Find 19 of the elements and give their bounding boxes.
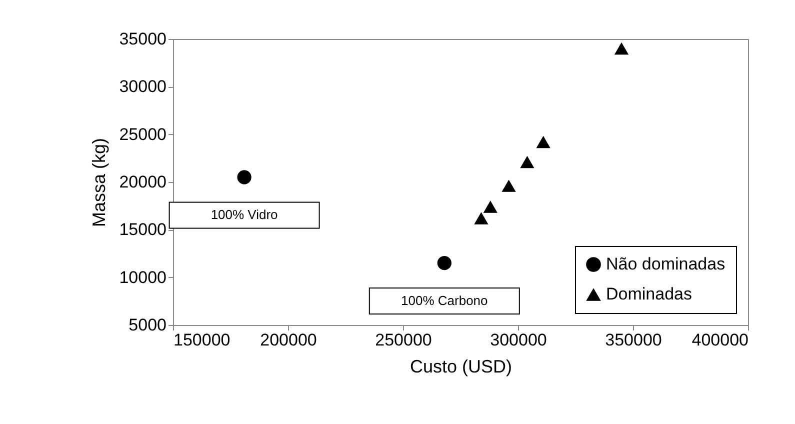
x-tick-label: 350000 bbox=[605, 330, 662, 350]
x-tick-label: 150000 bbox=[174, 330, 230, 350]
annotation: 100% Vidro bbox=[210, 207, 278, 222]
legend-label: Não dominadas bbox=[606, 254, 726, 274]
x-axis-title: Custo (USD) bbox=[410, 356, 512, 376]
annotation: 100% Carbono bbox=[401, 293, 488, 308]
x-tick-label: 400000 bbox=[692, 330, 748, 350]
legend-label: Dominadas bbox=[606, 284, 692, 304]
y-tick-label: 5000 bbox=[128, 316, 166, 334]
y-tick-label: 10000 bbox=[119, 268, 166, 287]
y-tick-label: 30000 bbox=[119, 77, 166, 96]
y-axis-title: Massa (kg) bbox=[89, 138, 110, 228]
y-tick-label: 35000 bbox=[119, 30, 166, 48]
x-tick-label: 250000 bbox=[375, 330, 432, 350]
y-tick-label: 20000 bbox=[119, 172, 166, 192]
y-tick-label: 15000 bbox=[119, 220, 166, 240]
x-tick-label: 200000 bbox=[260, 330, 317, 350]
x-tick-label: 300000 bbox=[490, 330, 547, 350]
y-tick-label: 25000 bbox=[119, 124, 166, 144]
